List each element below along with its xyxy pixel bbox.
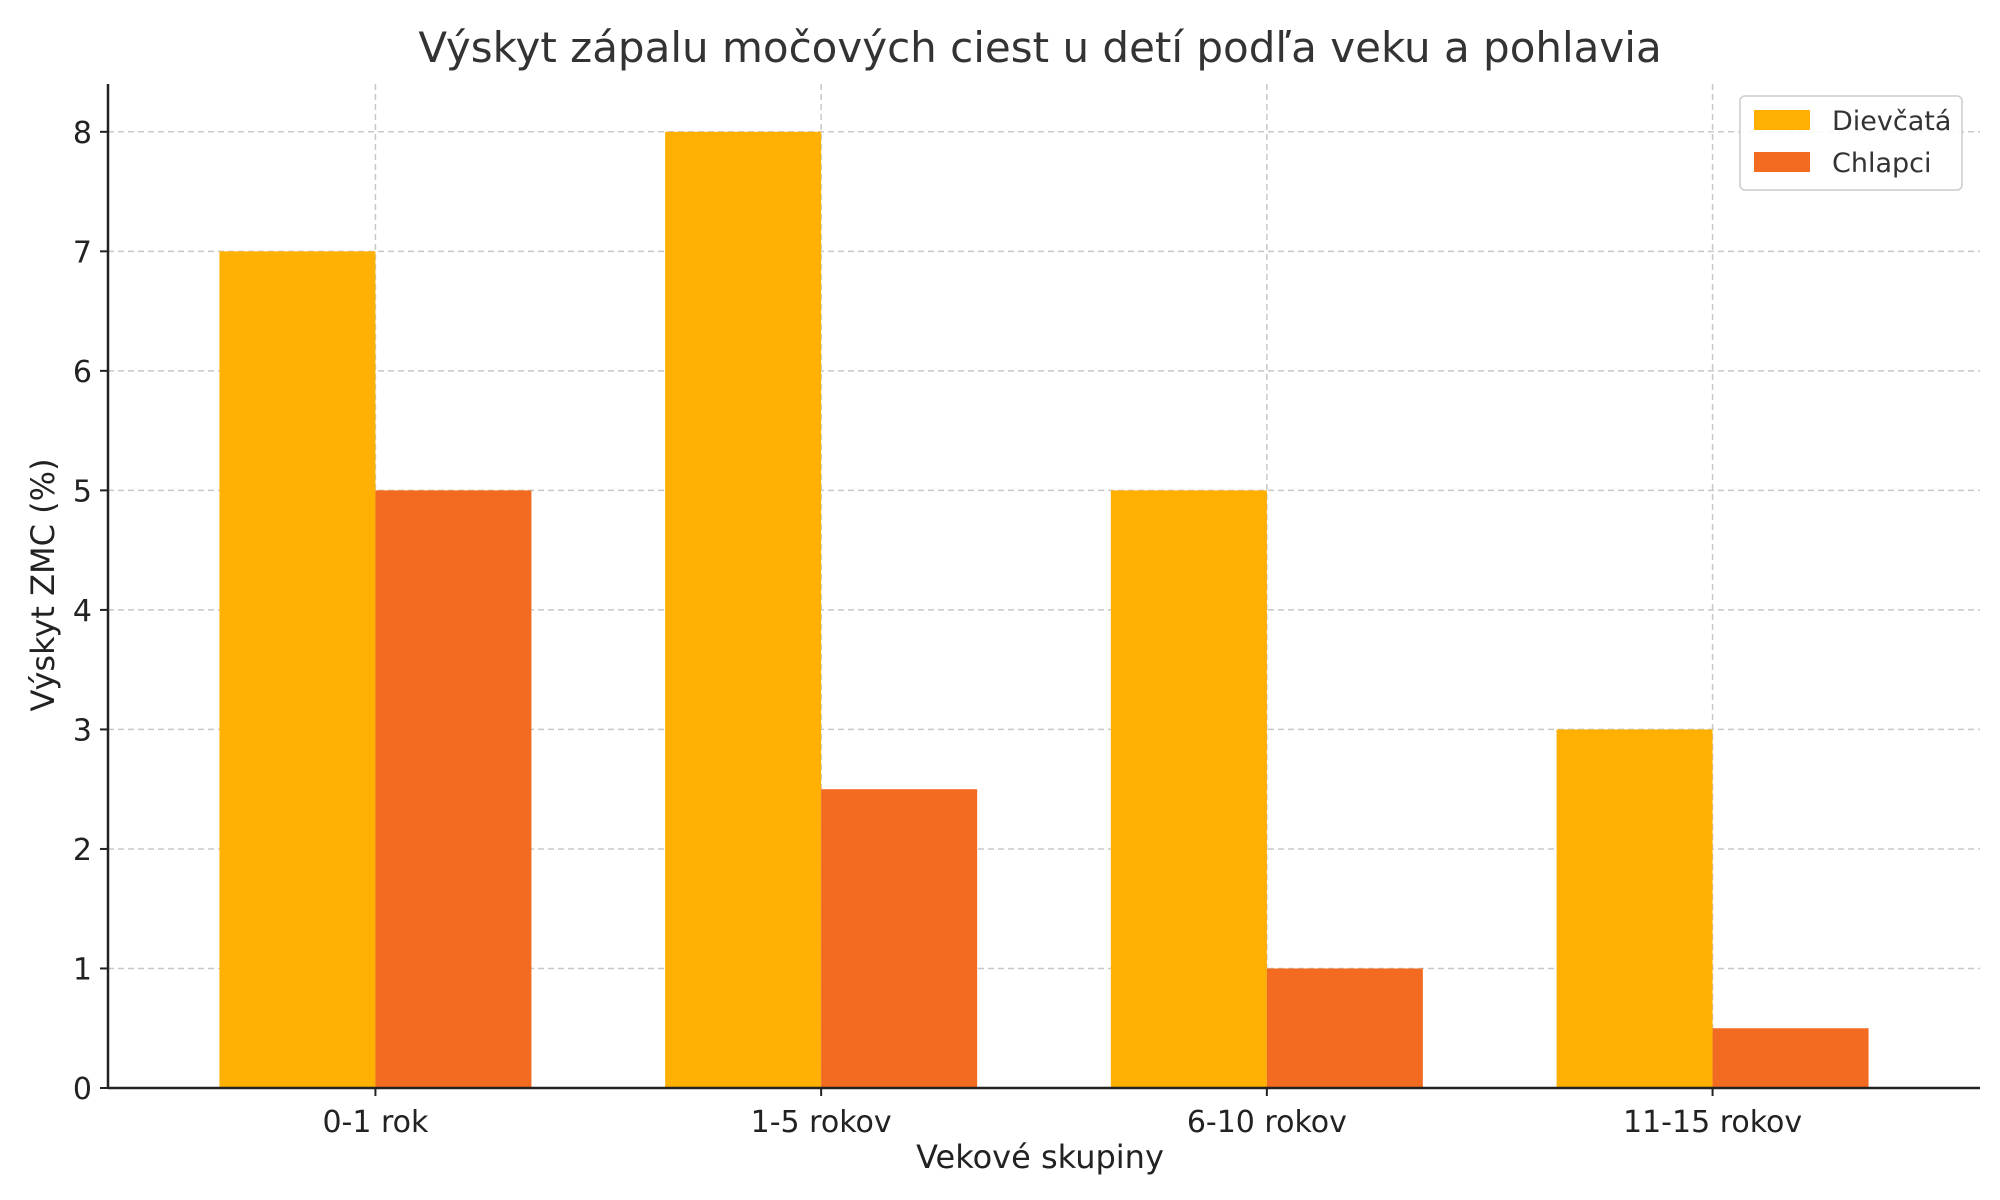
legend-swatch-dievcata: [1754, 110, 1810, 130]
bar-chlapci-0: [375, 490, 532, 1088]
bar-chlapci-2: [1266, 968, 1423, 1088]
y-tick-label: 3: [73, 713, 92, 748]
y-axis-label: Výskyt ZMC (%): [24, 458, 62, 711]
y-tick-label: 4: [73, 594, 92, 629]
tick-labels: 0 1 2 3 4 5 6 7 8 0-1 rok 1-5 rokov 6-10 rokov 11-15…: [73, 116, 1802, 1140]
axes: [100, 84, 1980, 1096]
y-tick-label: 1: [73, 952, 92, 987]
chart-title: Výskyt zápalu močových ciest u detí podľ…: [418, 23, 1661, 72]
y-tick-label: 0: [73, 1072, 92, 1107]
x-axis-label: Vekové skupiny: [916, 1138, 1164, 1176]
x-tick-label: 0-1 rok: [322, 1105, 429, 1140]
bar-chlapci-1: [821, 789, 978, 1088]
x-tick-label: 1-5 rokov: [751, 1105, 892, 1140]
legend-label-dievcata: Dievčatá: [1832, 106, 1951, 137]
legend-label-chlapci: Chlapci: [1832, 148, 1932, 179]
bar-dievcata-1: [665, 131, 822, 1089]
bar-dievcata-0: [219, 251, 376, 1089]
bar-dievcata-3: [1556, 729, 1713, 1088]
y-tick-label: 5: [73, 474, 92, 509]
y-tick-label: 7: [73, 235, 92, 270]
y-tick-label: 2: [73, 833, 92, 868]
y-tick-label: 8: [73, 116, 92, 151]
legend-swatch-chlapci: [1754, 152, 1810, 172]
y-tick-label: 6: [73, 355, 92, 390]
x-tick-label: 6-10 rokov: [1187, 1105, 1347, 1140]
legend: Dievčatá Chlapci: [1739, 95, 1963, 191]
x-tick-label: 11-15 rokov: [1623, 1105, 1802, 1140]
bars: [219, 131, 1869, 1089]
bar-chlapci-3: [1712, 1028, 1869, 1088]
bar-dievcata-2: [1110, 490, 1267, 1088]
